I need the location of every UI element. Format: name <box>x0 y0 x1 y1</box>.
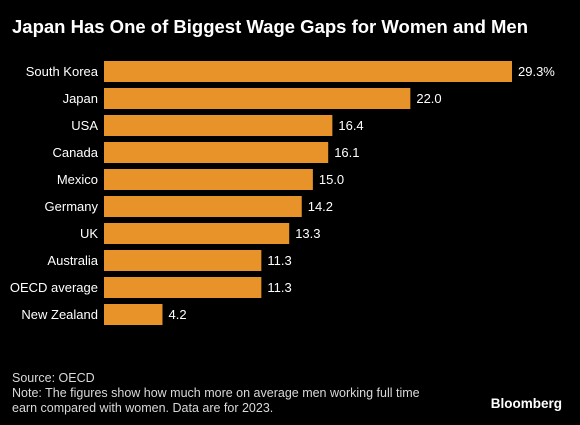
chart-title: Japan Has One of Biggest Wage Gaps for W… <box>12 16 529 37</box>
value-label: 13.3 <box>295 226 320 241</box>
value-label: 16.1 <box>334 145 359 160</box>
category-label: Japan <box>63 91 98 106</box>
bar <box>104 142 329 163</box>
category-label: Canada <box>52 145 98 160</box>
chart-footer: Source: OECD Note: The figures show how … <box>12 371 420 416</box>
category-label: South Korea <box>26 64 99 79</box>
value-label: 4.2 <box>168 307 186 322</box>
bar-group: South Korea 29.3% Japan 22.0 USA 16.4 Canada 16… <box>10 61 555 325</box>
bar <box>104 250 262 271</box>
value-label: 29.3% <box>518 64 555 79</box>
bloomberg-logo: Bloomberg <box>490 396 562 411</box>
bar <box>104 169 313 190</box>
category-label: OECD average <box>10 280 98 295</box>
category-label: Mexico <box>57 172 98 187</box>
bar <box>104 277 262 298</box>
bar <box>104 88 411 109</box>
value-label: 16.4 <box>338 118 363 133</box>
note-line-1: Note: The figures show how much more on … <box>12 386 420 400</box>
bar <box>104 115 333 136</box>
bar <box>104 61 512 82</box>
category-label: New Zealand <box>21 307 98 322</box>
bar <box>104 196 302 217</box>
category-label: UK <box>80 226 98 241</box>
value-label: 22.0 <box>416 91 441 106</box>
category-label: USA <box>71 118 98 133</box>
category-label: Germany <box>45 199 99 214</box>
note-line-2: earn compared with women. Data are for 2… <box>12 401 274 415</box>
bar <box>104 223 290 244</box>
value-label: 11.3 <box>267 253 291 268</box>
value-label: 15.0 <box>319 172 344 187</box>
value-label: 11.3 <box>267 280 291 295</box>
category-label: Australia <box>47 253 98 268</box>
value-label: 14.2 <box>308 199 333 214</box>
source-text: Source: OECD <box>12 371 95 385</box>
bar <box>104 304 163 325</box>
